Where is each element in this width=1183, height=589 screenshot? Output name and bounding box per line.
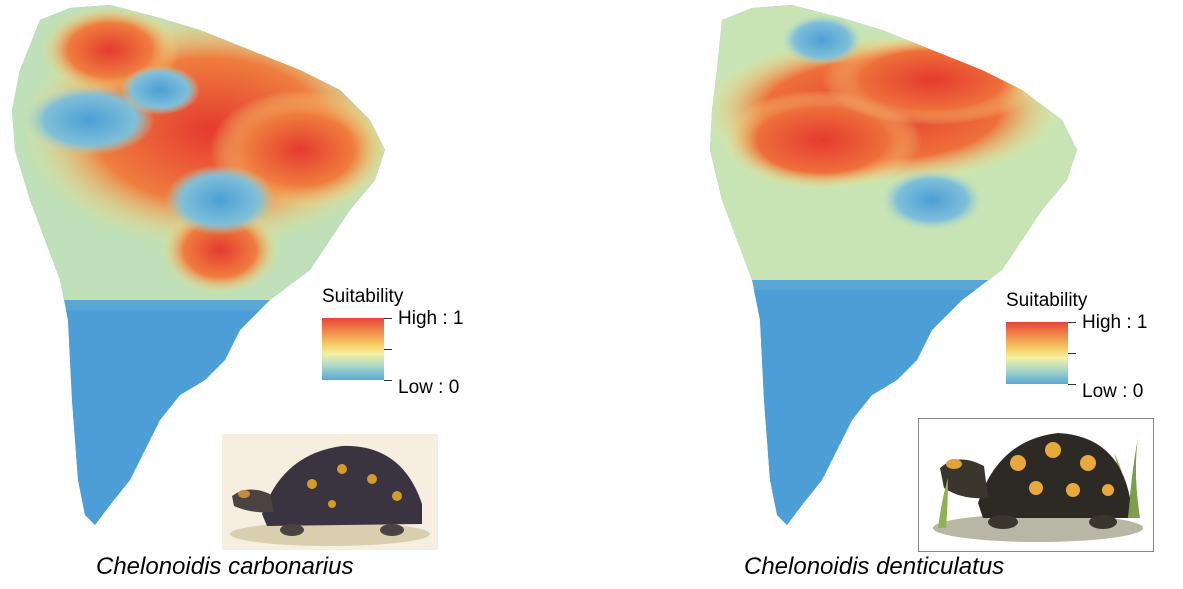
legend-tick-mid: [1068, 353, 1076, 354]
legend-color-bar: [322, 318, 384, 380]
legend-high-label: High : 1: [1082, 312, 1148, 333]
legend-tick-low: [1068, 384, 1076, 385]
species-label-denticulatus: Chelonoidis denticulatus: [744, 553, 1005, 580]
legend-title: Suitability: [322, 286, 404, 307]
map-panel-denticulatus: Suitability High : 1 Low : 0 Chelonoidis…: [592, 0, 1183, 589]
suitability-map-carbonarius: [12, 5, 385, 525]
legend-tick-mid: [384, 349, 392, 350]
legend-low-label: Low : 0: [1082, 381, 1144, 402]
red-footed-tortoise-illustration: [222, 434, 438, 550]
yellow-footed-tortoise-illustration: [918, 418, 1154, 552]
species-label-carbonarius: Chelonoidis carbonarius: [96, 553, 354, 580]
legend-tick-high: [384, 318, 392, 319]
map-panel-carbonarius: Suitability High : 1 Low : 0 Chelonoidis…: [12, 5, 492, 580]
legend-denticulatus: Suitability High : 1 Low : 0: [1006, 290, 1176, 410]
legend-high-label: High : 1: [398, 308, 464, 329]
legend-tick-high: [1068, 322, 1076, 323]
legend-title: Suitability: [1006, 290, 1088, 311]
legend-color-bar: [1006, 322, 1068, 384]
legend-carbonarius: Suitability High : 1 Low : 0: [322, 286, 492, 406]
legend-tick-low: [384, 380, 392, 381]
suitability-map-denticulatus: [710, 5, 1077, 525]
legend-low-label: Low : 0: [398, 377, 460, 398]
